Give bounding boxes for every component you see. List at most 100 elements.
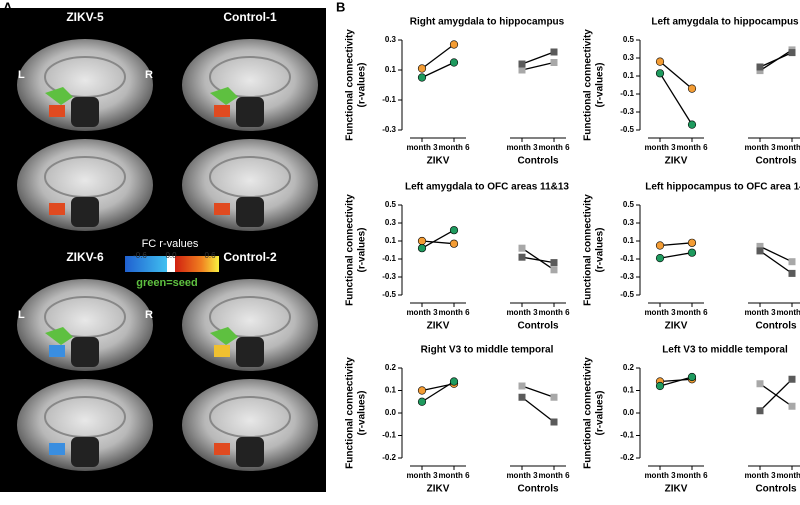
data-point: [417, 386, 427, 395]
y-tick-label: 0.5: [385, 200, 397, 209]
y-tick-label: -0.2: [620, 453, 634, 462]
x-tick-label: month 3: [406, 471, 438, 480]
x-tick-label: month 3: [644, 308, 676, 317]
seed-region: [45, 327, 73, 345]
x-tick-label: month 3: [644, 471, 676, 480]
y-axis-label: (r-values): [357, 227, 368, 272]
data-point: [655, 241, 665, 250]
data-point: [756, 380, 764, 388]
orientation-label: R: [145, 69, 153, 81]
y-tick-label: -0.5: [382, 290, 396, 299]
group-label: ZIKV: [427, 156, 450, 167]
x-tick-label: month 6: [776, 308, 800, 317]
fc-cluster: [49, 443, 65, 455]
x-tick-label: month 6: [676, 308, 708, 317]
group-label: ZIKV: [665, 156, 688, 167]
group-label: ZIKV: [665, 484, 688, 495]
y-axis-label: (r-values): [357, 62, 368, 107]
series-line: [521, 396, 555, 423]
group-label: ZIKV: [665, 321, 688, 332]
data-point: [550, 418, 558, 426]
data-point: [518, 66, 526, 74]
series-line: [759, 245, 793, 263]
data-point: [417, 73, 427, 82]
data-point: [756, 242, 764, 250]
x-tick-label: month 6: [538, 143, 570, 152]
data-point: [518, 60, 526, 68]
data-point: [788, 269, 796, 277]
y-axis-label: (r-values): [357, 390, 368, 435]
y-tick-label: 0.5: [623, 35, 635, 44]
orientation-label: R: [145, 309, 153, 321]
colorbar-tick: -0.6: [133, 251, 147, 260]
y-axis-label: Functional connectivity: [583, 357, 594, 469]
y-tick-label: 0.3: [623, 218, 635, 227]
series-line: [759, 250, 793, 274]
ventricle: [71, 97, 99, 127]
y-axis-label: Functional connectivity: [583, 29, 594, 141]
data-point: [417, 64, 427, 73]
y-tick-label: 0.1: [385, 65, 397, 74]
y-axis-label: Functional connectivity: [345, 194, 356, 306]
group-label: ZIKV: [427, 484, 450, 495]
brain-images: ZIKV-5 Control-1 L R ZIKV-6 Control-2 L R: [17, 10, 318, 471]
y-tick-label: -0.3: [620, 107, 634, 116]
panel-label: A: [3, 0, 13, 14]
y-axis-label: Functional connectivity: [345, 29, 356, 141]
data-point: [687, 120, 697, 129]
ventricle: [71, 337, 99, 367]
group-label: Controls: [755, 156, 797, 167]
image-title: Control-1: [223, 10, 277, 24]
chart: Left hippocampus to OFC area 14 Functiona…: [583, 182, 800, 332]
data-point: [518, 244, 526, 252]
x-tick-label: month 3: [644, 143, 676, 152]
y-tick-label: -0.3: [382, 272, 396, 281]
y-tick-label: -0.5: [620, 290, 634, 299]
fc-cluster: [214, 203, 230, 215]
y-tick-label: 0.3: [623, 53, 635, 62]
series-line: [659, 72, 693, 125]
y-tick-label: 0.3: [385, 35, 397, 44]
ventricle: [71, 197, 99, 227]
y-tick-label: 0.1: [623, 386, 635, 395]
data-point: [687, 248, 697, 257]
data-point: [449, 239, 459, 248]
series-line: [659, 378, 693, 383]
colorbar-zero: [167, 256, 175, 272]
seed-region: [45, 87, 73, 105]
panel-label: B: [336, 0, 345, 14]
data-point: [518, 393, 526, 401]
y-tick-label: -0.1: [620, 431, 634, 440]
data-point: [756, 63, 764, 71]
x-tick-label: month 3: [744, 143, 776, 152]
x-tick-label: month 3: [406, 143, 438, 152]
ventricle: [71, 437, 99, 467]
y-tick-label: 0.0: [623, 408, 635, 417]
x-tick-label: month 3: [744, 471, 776, 480]
y-axis-label: (r-values): [595, 62, 606, 107]
ventricle: [236, 437, 264, 467]
x-tick-label: month 6: [776, 471, 800, 480]
data-point: [788, 258, 796, 266]
y-tick-label: -0.5: [620, 125, 634, 134]
chart-title: Right V3 to middle temporal: [421, 345, 554, 356]
series-line: [759, 52, 793, 68]
series-line: [421, 43, 455, 70]
y-tick-label: 0.1: [385, 386, 397, 395]
chart: Right V3 to middle temporal Functional co…: [345, 345, 570, 495]
y-axis-label: (r-values): [595, 227, 606, 272]
data-point: [788, 49, 796, 57]
series-line: [421, 380, 455, 403]
series-line: [521, 385, 555, 398]
x-tick-label: month 3: [506, 308, 538, 317]
series-line: [421, 229, 455, 249]
data-point: [655, 69, 665, 78]
seed-region: [210, 87, 238, 105]
seed-note: green=seed: [136, 277, 197, 289]
data-point: [449, 40, 459, 49]
data-point: [449, 377, 459, 386]
y-tick-label: 0.1: [623, 71, 635, 80]
chart: Left V3 to middle temporal Functional con…: [583, 345, 800, 495]
